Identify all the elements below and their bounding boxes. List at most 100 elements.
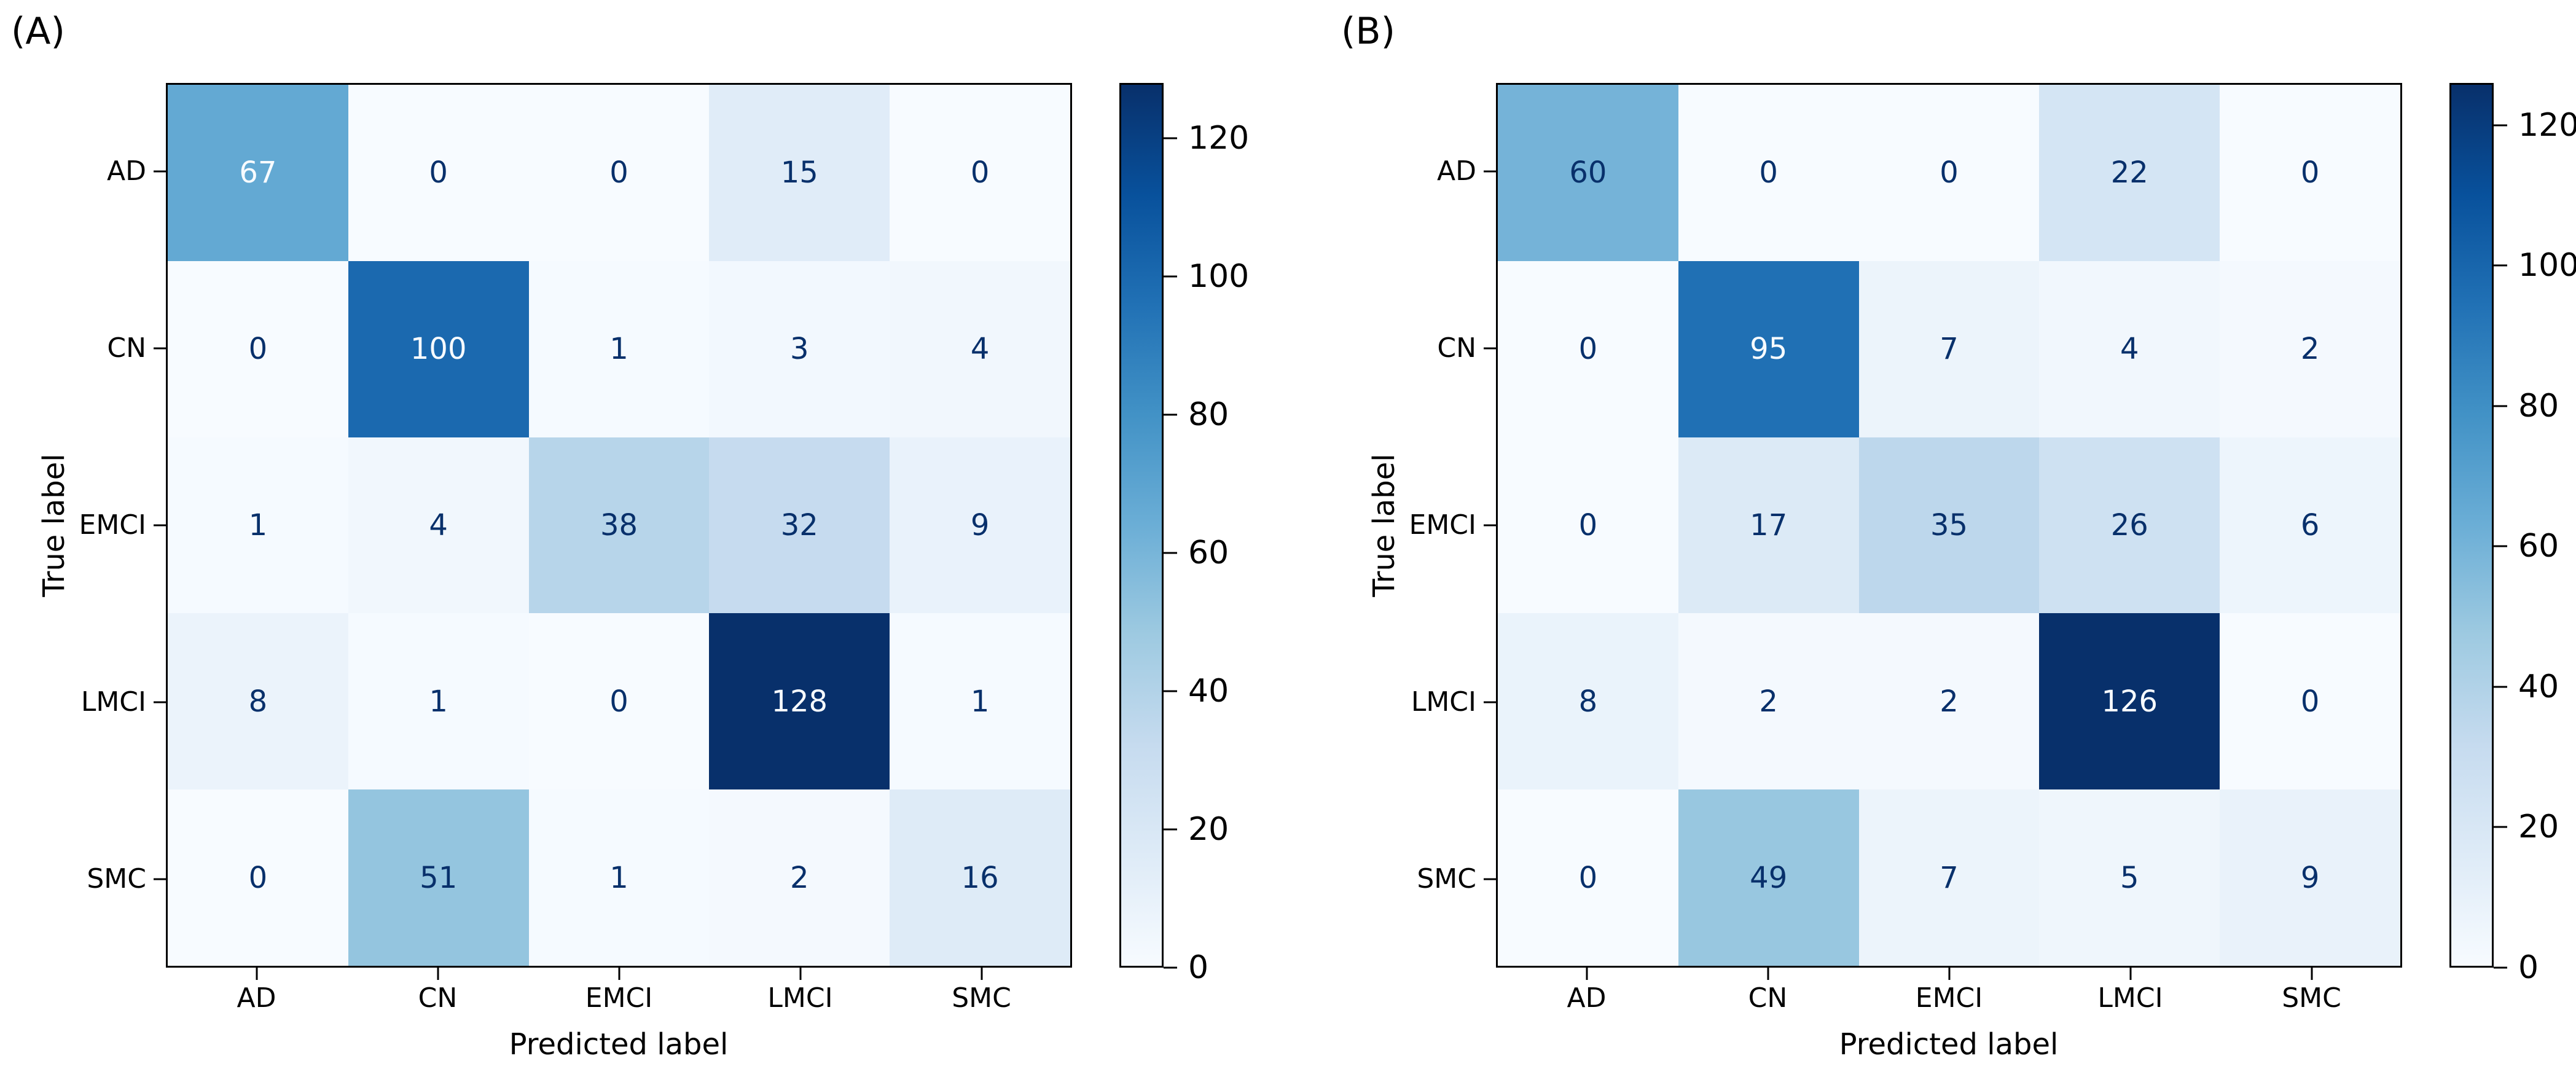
cell-CN-LMCI: 3 [709, 260, 890, 437]
x-tick-mark [1767, 968, 1769, 980]
y-tick-label-LMCI: LMCI [1411, 686, 1476, 718]
cell-LMCI-CN: 2 [1678, 613, 1859, 790]
x-tick-label-SMC: SMC [2282, 982, 2341, 1014]
cell-CN-CN: 95 [1678, 260, 1859, 437]
x-axis-title-a: Predicted label [509, 1027, 729, 1062]
x-tick-label-LMCI: LMCI [2097, 982, 2163, 1014]
cell-SMC-LMCI: 5 [2039, 789, 2220, 966]
x-tick-mark [2311, 968, 2312, 980]
cell-SMC-LMCI: 2 [709, 789, 890, 966]
colorbar-gradient-a [1121, 85, 1162, 966]
y-tick-label-LMCI: LMCI [80, 686, 146, 718]
cell-LMCI-LMCI: 126 [2039, 613, 2220, 790]
cell-CN-EMCI: 7 [1858, 260, 2040, 437]
y-tick-mark [1484, 347, 1496, 350]
cell-SMC-CN: 49 [1678, 789, 1859, 966]
x-tick-mark [256, 968, 257, 980]
cell-AD-SMC: 0 [890, 85, 1070, 261]
cell-LMCI-SMC: 1 [890, 613, 1070, 790]
x-tick-mark [437, 968, 439, 980]
cell-CN-CN: 100 [348, 260, 529, 437]
panel-label-a: (A) [11, 10, 65, 53]
panel-b: (B) True label 60 0 0 22 0 0 95 7 4 2 0 17 35 26 6 8 2 2 1… [1330, 0, 2576, 1077]
cell-CN-EMCI: 1 [528, 260, 710, 437]
y-tick-mark [1484, 524, 1496, 527]
cell-AD-EMCI: 0 [1858, 85, 2040, 261]
y-tick-mark [154, 524, 166, 527]
colorbar-gradient-b [2451, 85, 2492, 966]
cell-AD-CN: 0 [348, 85, 529, 261]
x-tick-mark [1586, 968, 1587, 980]
y-tick-mark [154, 878, 166, 880]
x-tick-label-AD: AD [1567, 982, 1607, 1014]
cell-SMC-AD: 0 [168, 789, 348, 966]
colorbar-tick-mark [2494, 405, 2507, 407]
cell-LMCI-EMCI: 0 [528, 613, 710, 790]
panel-a: (A) True label 67 0 0 15 0 0 100 1 3 4 1 4 38 32 9 8 1 0 1… [11, 10, 1311, 1062]
colorbar-a [1119, 83, 1164, 968]
colorbar-tick-label-80: 80 [1188, 396, 1229, 433]
x-axis-title-b: Predicted label [1839, 1027, 2059, 1062]
x-tick-label-EMCI: EMCI [1915, 982, 1983, 1014]
cell-EMCI-CN: 4 [348, 437, 529, 614]
cell-LMCI-EMCI: 2 [1858, 613, 2040, 790]
y-tick-label-EMCI: EMCI [79, 509, 146, 541]
x-tick-mark [2129, 968, 2131, 980]
colorbar-tick-label-40: 40 [1188, 673, 1229, 710]
colorbar-tick-mark [1164, 275, 1177, 278]
cell-EMCI-AD: 1 [168, 437, 348, 614]
colorbar-tick-mark [1164, 413, 1177, 416]
y-tick-label-AD: AD [107, 155, 146, 187]
cell-LMCI-CN: 1 [348, 613, 529, 790]
cell-CN-SMC: 4 [890, 260, 1070, 437]
colorbar-tick-label-0: 0 [2518, 949, 2539, 986]
colorbar-ticks-a: 0 20 40 60 80 100 120 [1164, 83, 1311, 984]
cell-AD-LMCI: 15 [709, 85, 890, 261]
y-tick-mark [154, 170, 166, 173]
colorbar-tick-label-60: 60 [2518, 528, 2559, 565]
cell-AD-SMC: 0 [2220, 85, 2400, 261]
x-tick-mark [981, 968, 982, 980]
cell-EMCI-EMCI: 35 [1858, 437, 2040, 614]
cell-LMCI-LMCI: 128 [709, 613, 890, 790]
colorbar-b [2449, 83, 2494, 968]
y-tick-mark [154, 701, 166, 703]
cell-EMCI-EMCI: 38 [528, 437, 710, 614]
cell-SMC-CN: 51 [348, 789, 529, 966]
colorbar-ticks-b: 0 20 40 60 80 100 120 [2494, 83, 2576, 984]
cell-CN-SMC: 2 [2220, 260, 2400, 437]
panel-label-b: (B) [1341, 10, 1395, 53]
cell-EMCI-LMCI: 32 [709, 437, 890, 614]
cell-AD-CN: 0 [1678, 85, 1859, 261]
cell-LMCI-SMC: 0 [2220, 613, 2400, 790]
cell-AD-AD: 67 [168, 85, 348, 261]
x-tick-mark [618, 968, 620, 980]
cell-SMC-SMC: 9 [2220, 789, 2400, 966]
colorbar-tick-mark [2494, 124, 2507, 127]
x-tick-label-SMC: SMC [952, 982, 1011, 1014]
cell-LMCI-AD: 8 [168, 613, 348, 790]
colorbar-tick-label-20: 20 [1188, 811, 1229, 848]
colorbar-tick-mark [1164, 552, 1177, 554]
colorbar-tick-mark [1164, 690, 1177, 692]
colorbar-tick-mark [2494, 966, 2507, 969]
y-tick-label-SMC: SMC [1417, 863, 1476, 895]
cell-AD-EMCI: 0 [528, 85, 710, 261]
colorbar-tick-label-20: 20 [2518, 809, 2559, 846]
x-tick-mark [799, 968, 801, 980]
x-tick-label-LMCI: LMCI [767, 982, 833, 1014]
y-tick-label-CN: CN [107, 332, 146, 364]
y-tick-mark [1484, 170, 1496, 173]
x-tick-label-AD: AD [237, 982, 276, 1014]
cell-AD-AD: 60 [1498, 85, 1678, 261]
colorbar-tick-mark [2494, 545, 2507, 547]
colorbar-tick-label-100: 100 [1188, 258, 1250, 295]
colorbar-tick-label-80: 80 [2518, 387, 2559, 425]
x-tick-mark [1948, 968, 1950, 980]
confusion-matrix-a: 67 0 0 15 0 0 100 1 3 4 1 4 38 32 9 8 1 0 128 1 0 51 1 2 16 [166, 83, 1072, 968]
cell-SMC-SMC: 16 [890, 789, 1070, 966]
confusion-matrix-b: 60 0 0 22 0 0 95 7 4 2 0 17 35 26 6 8 2 2 126 0 0 49 7 5 9 [1496, 83, 2402, 968]
cell-EMCI-AD: 0 [1498, 437, 1678, 614]
cell-EMCI-LMCI: 26 [2039, 437, 2220, 614]
